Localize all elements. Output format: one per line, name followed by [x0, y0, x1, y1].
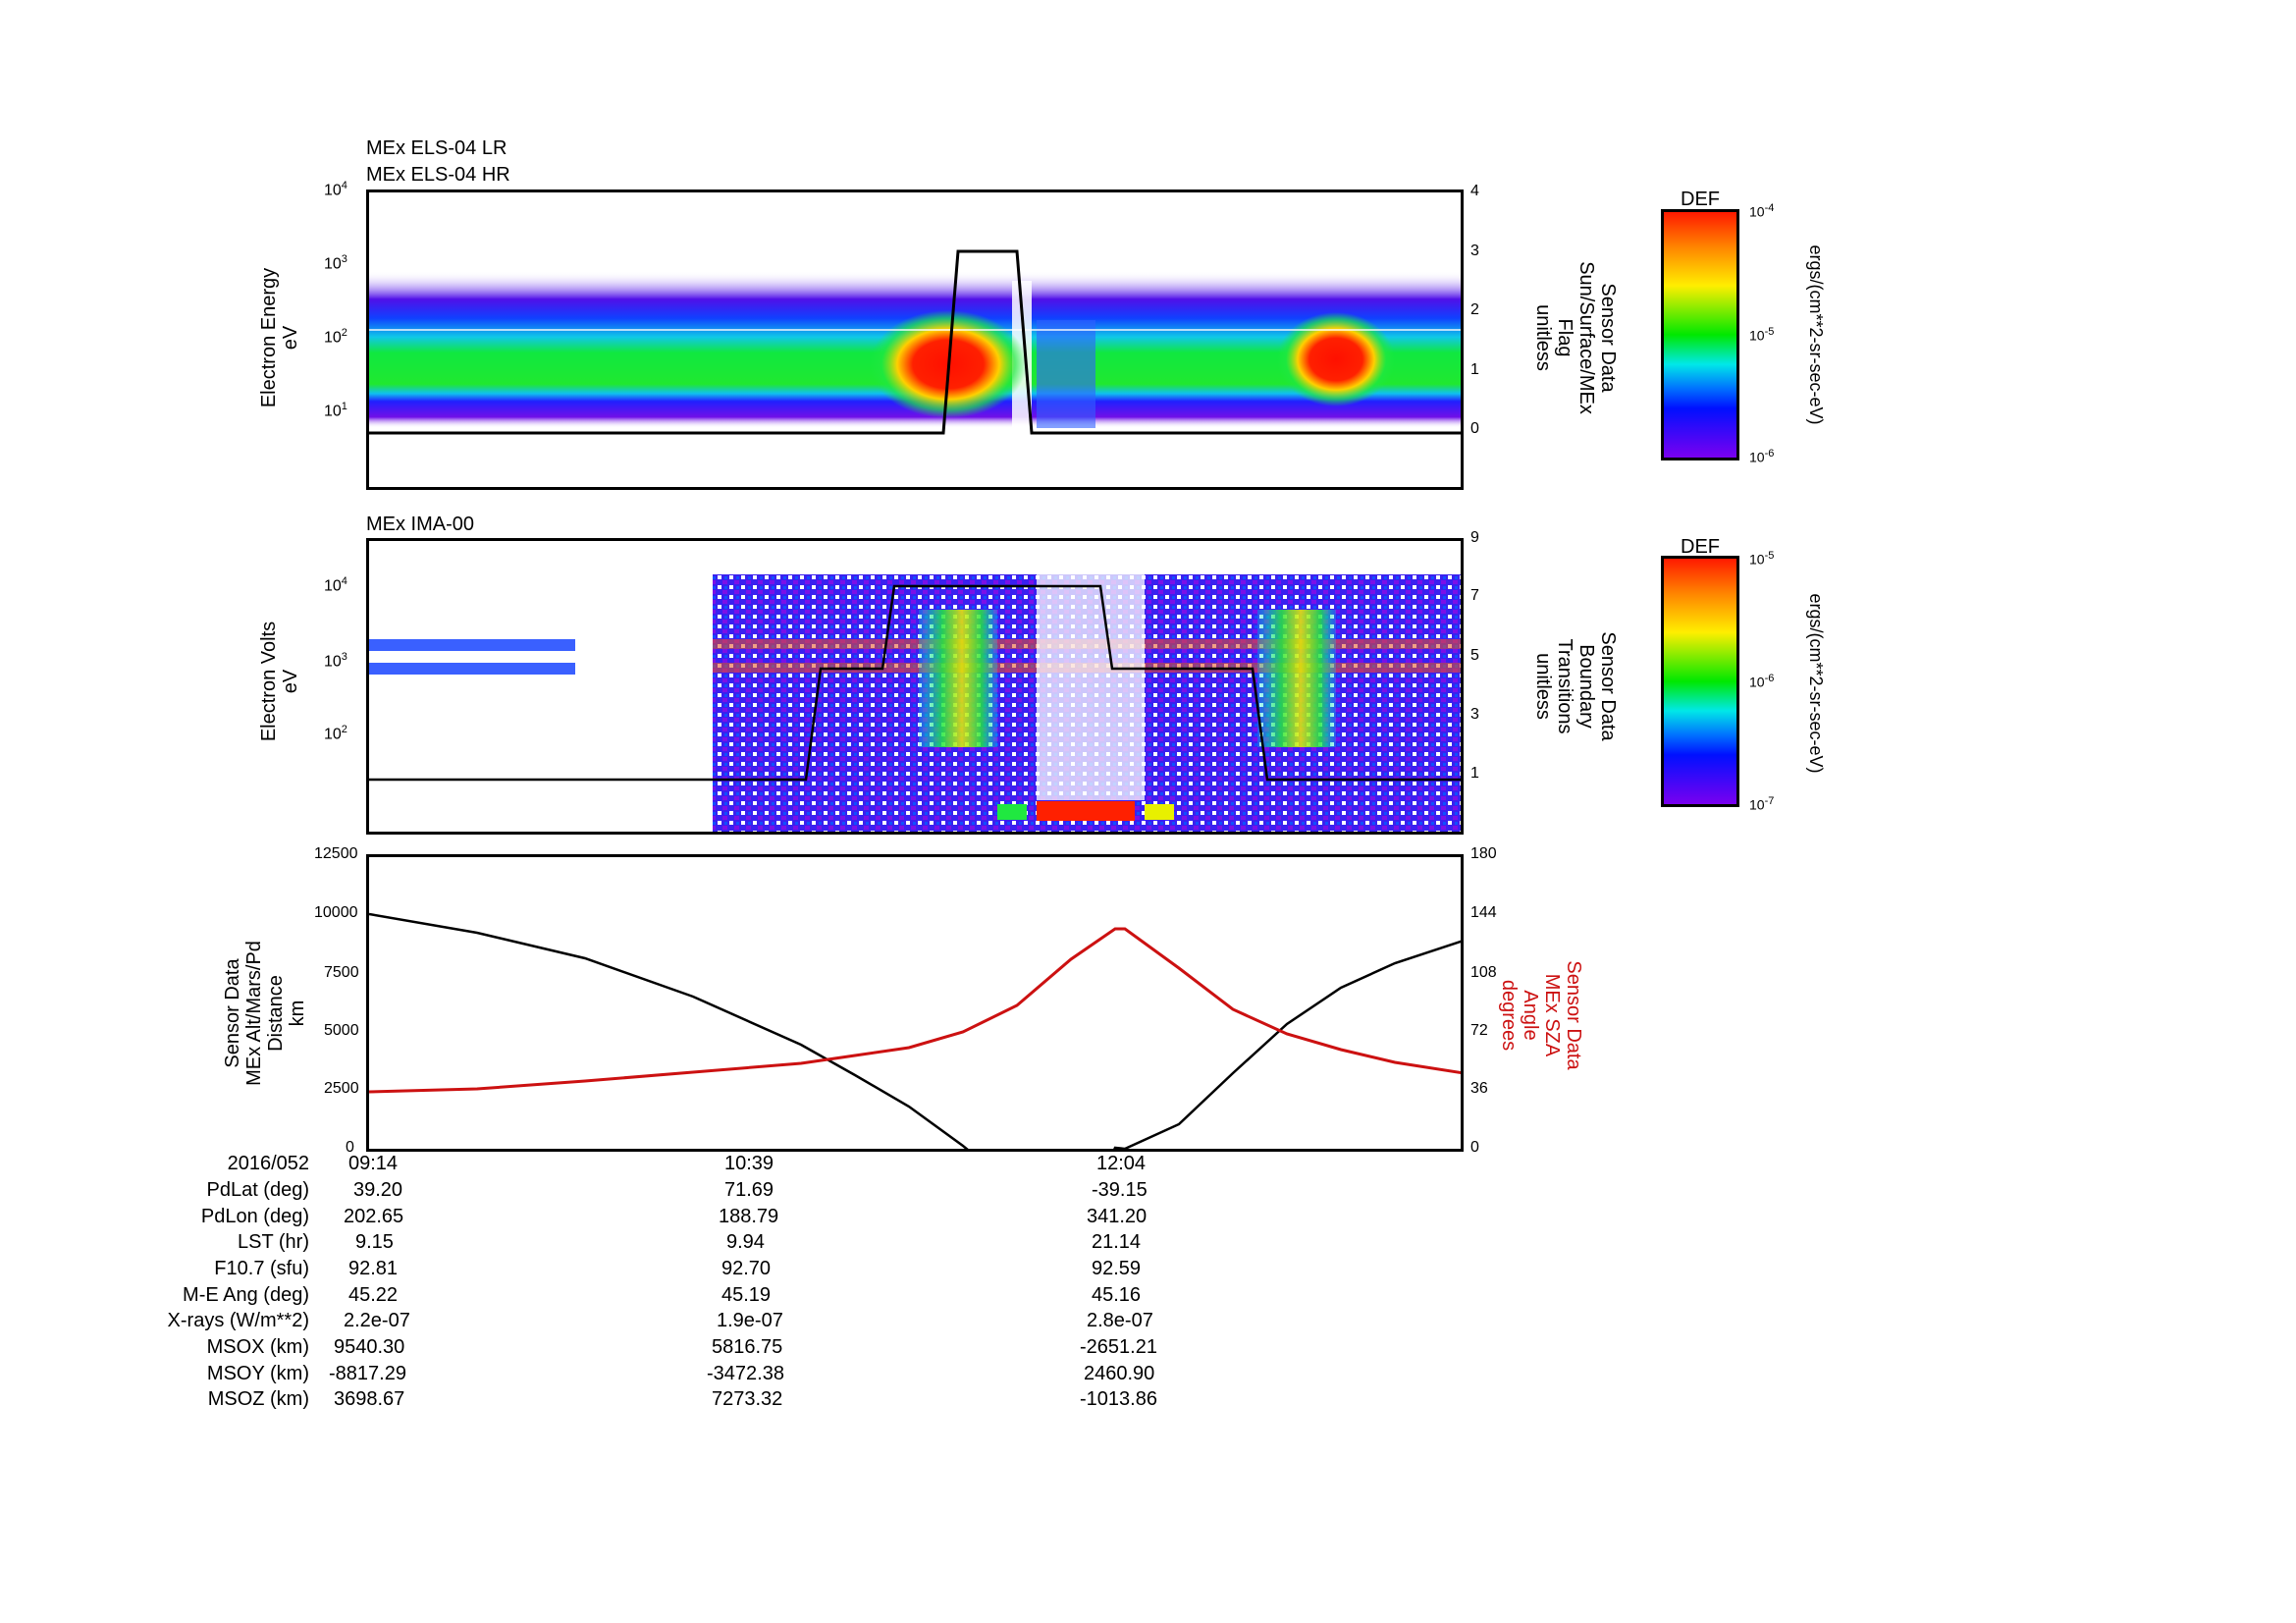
panel2-spectrogram — [366, 538, 1464, 835]
panel1-title-lr: MEx ELS-04 LR — [366, 137, 507, 159]
panel2-y2tick-5: 5 — [1470, 647, 1479, 664]
altitude-line — [369, 912, 1461, 1149]
colorbar2-units: ergs/(cm**2-sr-sec-eV) — [1806, 593, 1826, 774]
panel3-y2tick-144: 144 — [1470, 904, 1497, 921]
panel3-right-axis-label: Sensor Data MEx SZA Angle degrees — [1498, 960, 1584, 1070]
colorbar1-title: DEF — [1681, 189, 1720, 210]
panel3-ytick-10000: 10000 — [314, 904, 358, 921]
panel1-y2tick-3: 3 — [1470, 243, 1479, 259]
panel1-y2tick-2: 2 — [1470, 301, 1479, 318]
panel1-spectrogram — [366, 189, 1464, 490]
panel2-left-axis-label: Electron Volts eV — [258, 621, 301, 742]
panel2-ytick-1e4: 104 — [324, 575, 347, 595]
panel3-y2tick-180: 180 — [1470, 845, 1497, 862]
sza-line — [369, 927, 1461, 1094]
panel3-ytick-12500: 12500 — [314, 845, 358, 862]
panel3-line-series — [369, 912, 1461, 1149]
panel3-y2tick-108: 108 — [1470, 964, 1497, 981]
colorbar2-tick-bottom: 10-7 — [1749, 795, 1775, 813]
colorbar1-tick-top: 10-4 — [1749, 202, 1775, 220]
colorbar1 — [1661, 209, 1739, 460]
panel2-ytick-1e2: 102 — [324, 724, 347, 743]
colorbar2-title: DEF — [1681, 536, 1720, 558]
panel3-y2tick-72: 72 — [1470, 1022, 1488, 1039]
panel1-ytick-1e4: 104 — [324, 180, 347, 199]
panel2-y2tick-9: 9 — [1470, 529, 1479, 546]
colorbar1-units: ergs/(cm**2-sr-sec-eV) — [1806, 244, 1826, 425]
colorbar2 — [1661, 556, 1739, 807]
panel3-ytick-7500: 7500 — [324, 964, 359, 981]
panel3-line-plot — [366, 854, 1464, 1152]
panel2-y2tick-7: 7 — [1470, 587, 1479, 604]
colorbar2-tick-top: 10-5 — [1749, 550, 1775, 568]
colorbar1-tick-bottom: 10-6 — [1749, 448, 1775, 465]
panel2-right-axis-label: Sensor Data Boundary Transitions unitles… — [1532, 631, 1619, 741]
colorbar2-tick-mid: 10-6 — [1749, 673, 1775, 690]
panel2-ytick-1e3: 103 — [324, 651, 347, 671]
panel1-ytick-1e2: 102 — [324, 327, 347, 347]
panel3-left-axis-label: Sensor Data MEx Alt/Mars/Pd Distance km — [222, 941, 308, 1086]
panel1-spectrogram-image — [369, 249, 1461, 435]
panel1-ytick-1e3: 103 — [324, 253, 347, 273]
panel2-title: MEx IMA-00 — [366, 514, 475, 535]
panel1-y2tick-4: 4 — [1470, 183, 1479, 199]
panel1-y2tick-0: 0 — [1470, 420, 1479, 437]
panel2-y2tick-1: 1 — [1470, 765, 1479, 782]
panel3-ytick-0: 0 — [346, 1139, 354, 1156]
panel3-ytick-2500: 2500 — [324, 1080, 359, 1097]
panel1-right-axis-label: Sensor Data Sun/Surface/MEx Flag unitles… — [1532, 261, 1619, 414]
panel3-y2tick-0: 0 — [1470, 1139, 1479, 1156]
panel1-y2tick-1: 1 — [1470, 361, 1479, 378]
panel3-y2tick-36: 36 — [1470, 1080, 1488, 1097]
panel1-left-axis-label: Electron Energy eV — [258, 267, 301, 408]
panel2-spectrogram-image — [369, 574, 1461, 832]
colorbar1-tick-mid: 10-5 — [1749, 326, 1775, 344]
panel3-ytick-5000: 5000 — [324, 1022, 359, 1039]
panel1-title-hr: MEx ELS-04 HR — [366, 164, 510, 186]
panel2-y2tick-3: 3 — [1470, 706, 1479, 723]
panel1-ytick-1e1: 101 — [324, 401, 347, 420]
